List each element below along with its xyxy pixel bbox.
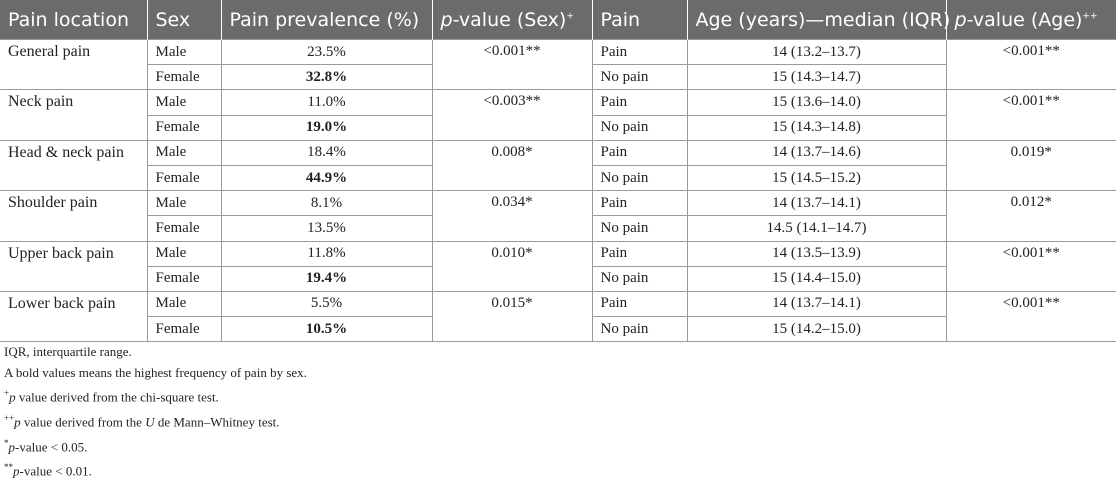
- footnote-bold: A bold values means the highest frequenc…: [4, 364, 307, 380]
- p-age-cell: <0.001**: [945, 89, 1116, 141]
- pain-location-cell: Upper back pain: [0, 240, 148, 292]
- sex-cell: Female: [147, 215, 222, 242]
- footnote-chi-square: +p value derived from the chi-square tes…: [4, 388, 219, 405]
- pain-status-cell: Pain: [591, 190, 688, 217]
- pain-status-cell: Pain: [591, 139, 688, 166]
- prevalence-cell: 23.5%: [220, 38, 433, 66]
- footnote-iqr: IQR, interquartile range.: [4, 344, 132, 359]
- pain-location-cell: Shoulder pain: [0, 190, 148, 242]
- sex-cell: Male: [146, 240, 222, 267]
- age-cell: 14 (13.7–14.6): [686, 139, 947, 166]
- table-row: Female 10.5% No pain 15 (14.2–15.0): [0, 316, 1116, 343]
- sex-cell: Male: [146, 89, 222, 116]
- pain-status-cell: No pain: [591, 316, 688, 343]
- table-row: Upper back pain Male 11.8% 0.010* Pain 1…: [0, 240, 1116, 292]
- pain-table: Pain location Sex Pain prevalence (%) p-…: [0, 0, 1116, 343]
- pain-status-cell: No pain: [591, 265, 688, 292]
- pain-location-cell: General pain: [0, 38, 148, 91]
- age-cell: 15 (14.5–15.2): [686, 164, 946, 192]
- age-cell: 15 (14.4–15.0): [686, 265, 946, 292]
- header-prevalence: Pain prevalence (%): [221, 0, 433, 40]
- prevalence-cell: 10.5%: [220, 316, 433, 343]
- header-sex: Sex: [147, 0, 222, 40]
- p-sex-cell: 0.034*: [431, 190, 593, 242]
- age-cell: 14 (13.7–14.1): [686, 290, 947, 318]
- sex-cell: Male: [146, 290, 222, 318]
- pain-status-cell: Pain: [591, 290, 688, 318]
- p-age-cell: 0.012*: [945, 190, 1116, 242]
- pain-location-cell: Lower back pain: [0, 290, 148, 343]
- footnotes: IQR, interquartile range. A bold values …: [4, 342, 307, 482]
- pain-status-cell: No pain: [591, 114, 688, 141]
- header-pvalue-sex: p-value (Sex)+: [432, 0, 593, 40]
- prevalence-cell: 8.1%: [220, 190, 433, 217]
- header-location: Pain location: [0, 0, 148, 40]
- table-body: General pain Male 23.5% <0.001** Pain 14…: [0, 38, 1116, 343]
- prevalence-cell: 32.8%: [220, 64, 433, 91]
- age-cell: 14 (13.5–13.9): [686, 240, 947, 267]
- prevalence-cell: 19.0%: [220, 114, 433, 141]
- prevalence-cell: 11.8%: [220, 240, 433, 267]
- table-row: Shoulder pain Male 8.1% 0.034* Pain 14 (…: [0, 190, 1116, 242]
- pain-status-cell: Pain: [591, 89, 688, 116]
- prevalence-cell: 18.4%: [220, 139, 433, 166]
- age-cell: 14.5 (14.1–14.7): [686, 215, 946, 242]
- age-cell: 15 (14.2–15.0): [686, 316, 946, 343]
- age-cell: 14 (13.7–14.1): [686, 190, 947, 217]
- p-sex-cell: <0.001**: [431, 38, 593, 91]
- age-cell: 15 (14.3–14.8): [686, 114, 946, 141]
- sex-cell: Female: [147, 316, 222, 343]
- age-cell: 14 (13.2–13.7): [686, 38, 947, 66]
- pain-status-cell: Pain: [591, 240, 688, 267]
- p-sex-cell: 0.015*: [431, 290, 593, 343]
- table-row: Female 44.9% No pain 15 (14.5–15.2): [0, 164, 1116, 192]
- pain-status-cell: Pain: [591, 38, 688, 66]
- pain-location-cell: Neck pain: [0, 89, 148, 141]
- table-row: Head & neck pain Male 18.4% 0.008* Pain …: [0, 139, 1116, 192]
- table-row: General pain Male 23.5% <0.001** Pain 14…: [0, 38, 1116, 91]
- sex-cell: Male: [146, 190, 222, 217]
- header-age: Age (years)—median (IQR): [687, 0, 950, 40]
- sex-cell: Male: [146, 139, 222, 166]
- footnote-significance-001: **p-value < 0.01.: [4, 462, 92, 479]
- footnote-mann-whitney: ++p value derived from the U de Mann–Whi…: [4, 412, 280, 430]
- table-row: Female 13.5% No pain 14.5 (14.1–14.7): [0, 215, 1116, 242]
- sex-cell: Female: [147, 265, 222, 292]
- pain-status-cell: No pain: [591, 164, 688, 192]
- prevalence-cell: 5.5%: [220, 290, 433, 318]
- table-row: Female 19.4% No pain 15 (14.4–15.0): [0, 265, 1116, 292]
- sex-cell: Male: [146, 38, 222, 66]
- p-age-cell: 0.019*: [945, 139, 1116, 192]
- header-pain: Pain: [592, 0, 688, 40]
- sex-cell: Female: [147, 114, 222, 141]
- prevalence-cell: 44.9%: [220, 164, 433, 192]
- p-sex-cell: 0.010*: [431, 240, 593, 292]
- pain-status-cell: No pain: [591, 215, 688, 242]
- header-pvalue-age: p-value (Age)++: [946, 0, 1116, 40]
- footnote-significance-005: *p-value < 0.05.: [4, 437, 88, 454]
- p-age-cell: <0.001**: [945, 290, 1116, 343]
- prevalence-cell: 11.0%: [220, 89, 433, 116]
- table-row: Lower back pain Male 5.5% 0.015* Pain 14…: [0, 290, 1116, 343]
- prevalence-cell: 19.4%: [220, 265, 433, 292]
- sex-cell: Female: [147, 164, 222, 192]
- sex-cell: Female: [147, 64, 222, 91]
- age-cell: 15 (13.6–14.0): [686, 89, 947, 116]
- table-row: Neck pain Male 11.0% <0.003** Pain 15 (1…: [0, 89, 1116, 141]
- p-age-cell: <0.001**: [945, 240, 1116, 292]
- header-row: Pain location Sex Pain prevalence (%) p-…: [0, 0, 1116, 40]
- table-row: Female 19.0% No pain 15 (14.3–14.8): [0, 114, 1116, 141]
- p-sex-cell: 0.008*: [431, 139, 593, 192]
- pain-status-cell: No pain: [591, 64, 688, 91]
- prevalence-cell: 13.5%: [220, 215, 433, 242]
- age-cell: 15 (14.3–14.7): [686, 64, 946, 91]
- pain-location-cell: Head & neck pain: [0, 139, 148, 192]
- p-age-cell: <0.001**: [945, 38, 1116, 91]
- p-sex-cell: <0.003**: [431, 89, 593, 141]
